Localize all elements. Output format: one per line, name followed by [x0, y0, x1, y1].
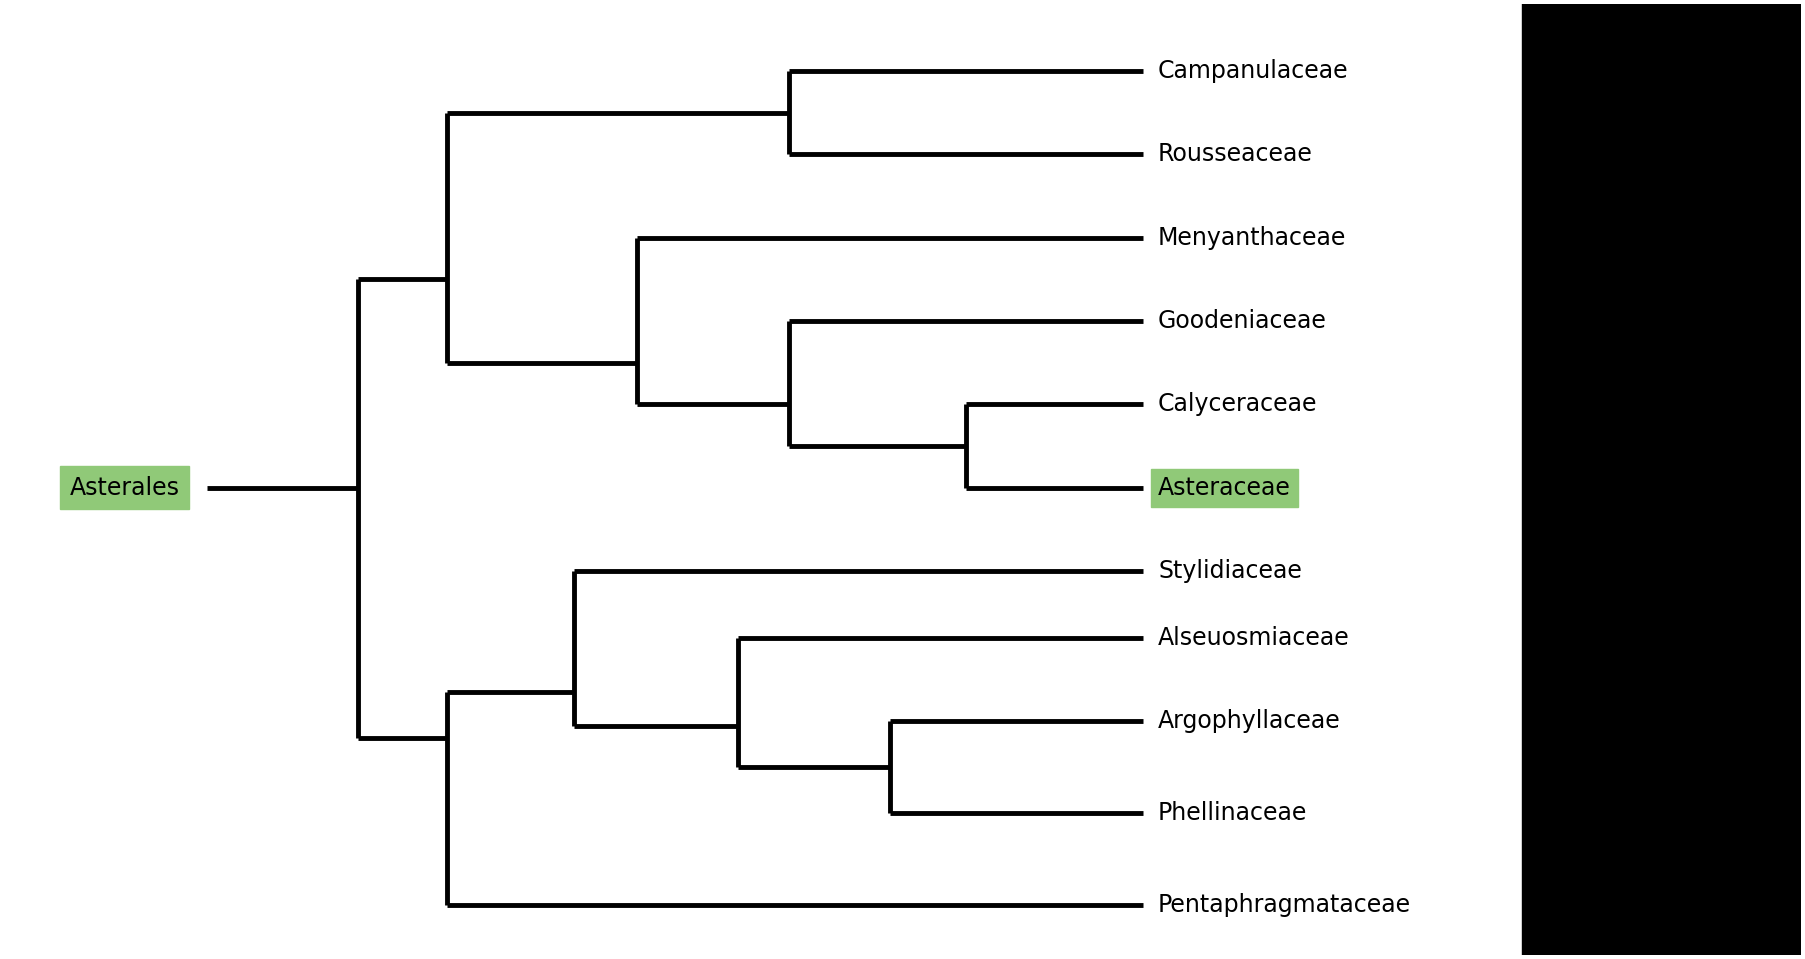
Text: Rousseaceae: Rousseaceae [1159, 142, 1312, 166]
Text: Asterales: Asterales [69, 476, 179, 500]
Text: Phellinaceae: Phellinaceae [1159, 801, 1307, 825]
Text: Alseuosmiaceae: Alseuosmiaceae [1159, 626, 1350, 650]
Text: Menyanthaceae: Menyanthaceae [1159, 225, 1347, 249]
Text: Campanulaceae: Campanulaceae [1159, 58, 1348, 82]
Text: Asteraceae: Asteraceae [1159, 476, 1291, 500]
Text: Argophyllaceae: Argophyllaceae [1159, 710, 1341, 734]
Text: Calyceraceae: Calyceraceae [1159, 392, 1318, 416]
Text: Goodeniaceae: Goodeniaceae [1159, 309, 1327, 333]
Bar [1522, 0, 1805, 959]
Text: Stylidiaceae: Stylidiaceae [1159, 559, 1301, 583]
Text: Pentaphragmataceae: Pentaphragmataceae [1159, 893, 1412, 917]
